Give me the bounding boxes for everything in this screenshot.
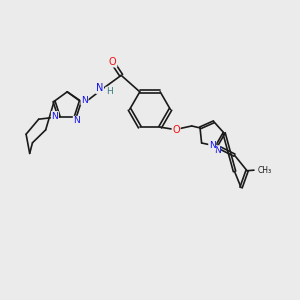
- Text: N: N: [74, 116, 80, 125]
- Text: N: N: [96, 83, 103, 93]
- Text: N: N: [214, 146, 220, 155]
- Text: O: O: [109, 57, 117, 67]
- Text: CH₃: CH₃: [257, 166, 272, 175]
- Text: N: N: [81, 96, 88, 105]
- Text: H: H: [106, 87, 112, 96]
- Text: N: N: [209, 141, 216, 150]
- Text: O: O: [172, 124, 180, 135]
- Text: N: N: [52, 112, 58, 121]
